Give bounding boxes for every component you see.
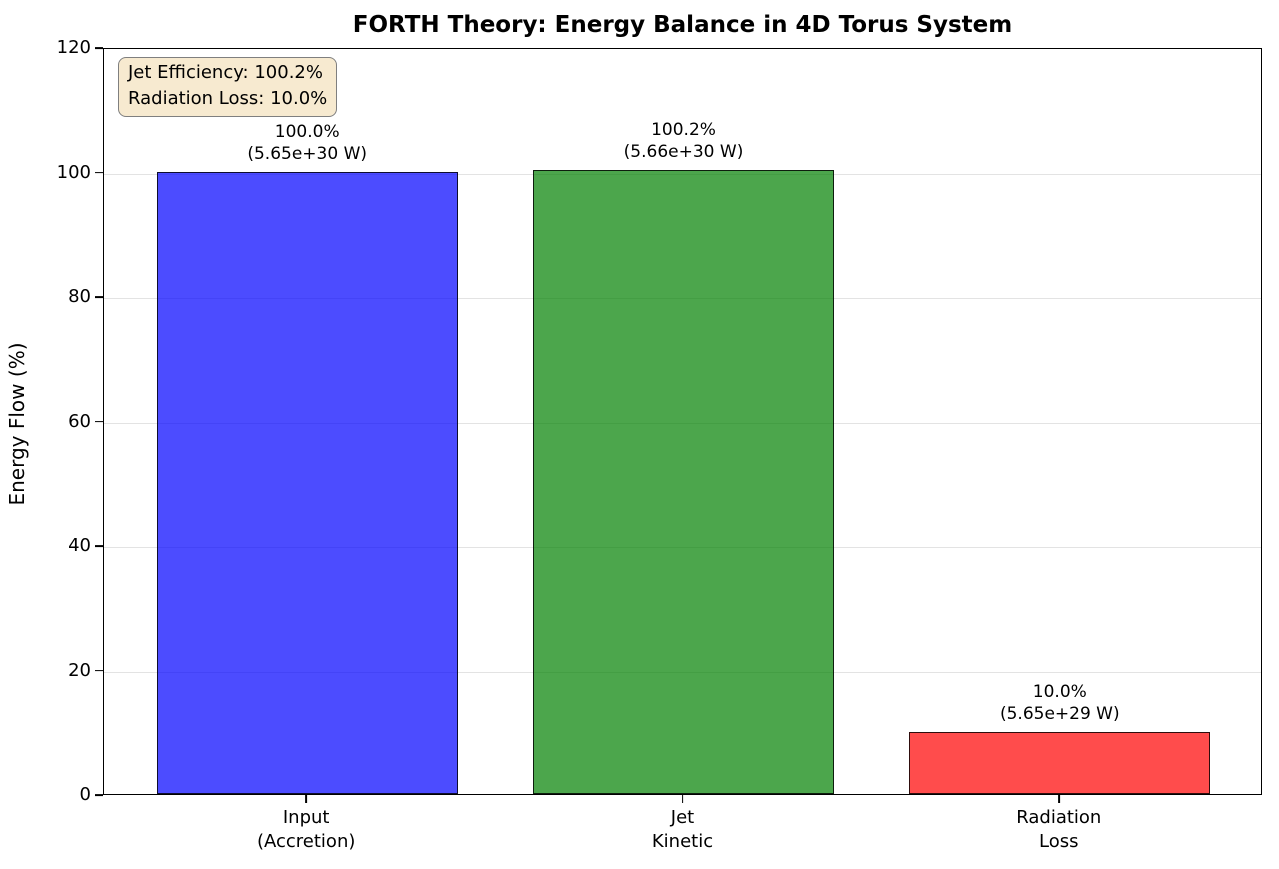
annotation-box: Jet Efficiency: 100.2% Radiation Loss: 1… — [118, 57, 338, 117]
ytick-mark-0 — [95, 794, 103, 796]
xtick-label-line: Kinetic — [651, 831, 714, 852]
xtick-label-line: Radiation — [1016, 807, 1102, 828]
bar-value-label-0: 100.0% (5.65e+30 W) — [247, 121, 367, 165]
xtick-label-2: Radiation Loss — [1016, 806, 1101, 854]
bar-value-label-2: 10.0% (5.65e+29 W) — [1000, 681, 1120, 725]
bar-label-line: (5.66e+30 W) — [623, 142, 744, 163]
ytick-label-20: 20 — [68, 659, 91, 681]
ytick-mark-100 — [95, 171, 103, 174]
chart-title: FORTH Theory: Energy Balance in 4D Torus… — [352, 12, 1013, 38]
xtick-label-line: (Accretion) — [256, 831, 356, 852]
annotation-line-jet-efficiency: Jet Efficiency: 100.2% — [128, 62, 323, 83]
ytick-label-80: 80 — [68, 286, 91, 307]
ytick-mark-120 — [95, 47, 103, 49]
bar-label-line: 100.0% — [274, 121, 340, 142]
xtick-label-1: Jet Kinetic — [652, 806, 713, 854]
ytick-mark-20 — [95, 669, 103, 672]
ytick-label-60: 60 — [68, 410, 91, 432]
xtick-mark-1 — [681, 795, 684, 803]
xtick-mark-2 — [1057, 795, 1060, 803]
ytick-label-120: 120 — [56, 37, 91, 58]
bar-0 — [156, 171, 458, 794]
xtick-label-0: Input (Accretion) — [257, 806, 355, 854]
bar-label-line: (5.65e+29 W) — [999, 703, 1120, 724]
bar-label-line: 100.2% — [651, 120, 716, 141]
bar-value-label-1: 100.2% (5.66e+30 W) — [624, 119, 744, 163]
plot-area: 100.0% (5.65e+30 W) 100.2% (5.66e+30 W) 10.0… — [103, 48, 1262, 795]
ytick-label-100: 100 — [56, 161, 91, 183]
annotation-line-radiation-loss: Radiation Loss: 10.0% — [128, 88, 328, 109]
xtick-label-line: Loss — [1039, 831, 1079, 852]
ytick-mark-60 — [95, 420, 103, 423]
bar-label-line: 10.0% — [1032, 681, 1087, 702]
xtick-label-line: Jet — [670, 807, 695, 828]
bar-label-line: (5.65e+30 W) — [247, 143, 368, 164]
y-axis-label: Energy Flow (%) — [5, 342, 29, 506]
ytick-mark-40 — [95, 545, 103, 547]
xtick-mark-0 — [305, 795, 308, 803]
bar-2 — [909, 731, 1211, 794]
ytick-label-0: 0 — [79, 784, 91, 805]
ytick-label-40: 40 — [68, 535, 91, 556]
xtick-label-line: Input — [282, 807, 330, 828]
ytick-mark-80 — [95, 296, 103, 298]
bar-1 — [532, 170, 834, 794]
